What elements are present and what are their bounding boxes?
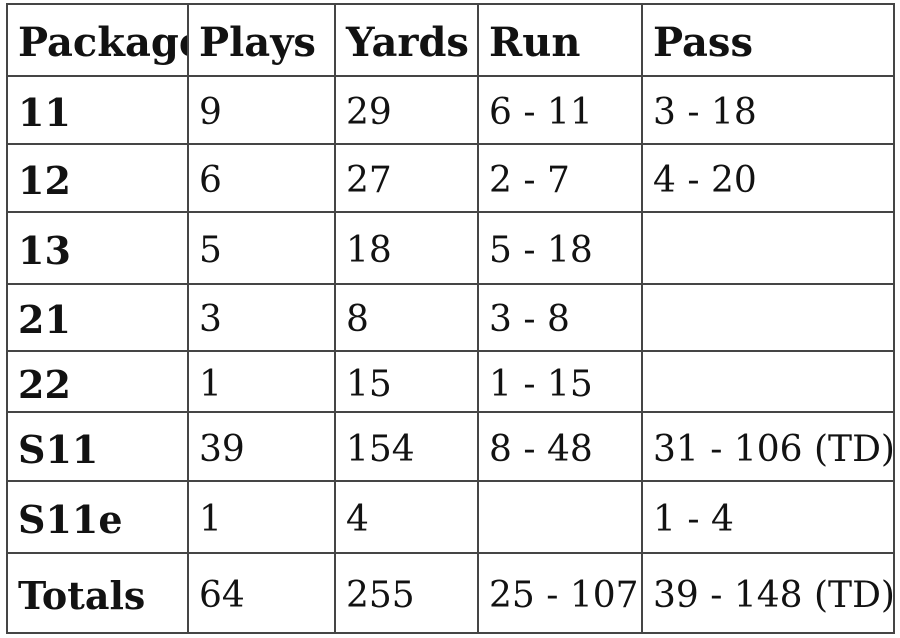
cell-plays: 39	[187, 411, 336, 483]
cell-yards: 154	[334, 411, 479, 483]
cell-pass	[641, 282, 895, 352]
cell-run: 2 - 7	[477, 143, 643, 214]
table-row-s11e: S11e 1 4 1 - 4	[6, 480, 895, 554]
column-header-pass: Pass	[641, 3, 895, 77]
cell-pass: 31 - 106 (TD)	[641, 411, 895, 483]
table-row-21: 21 3 8 3 - 8	[6, 282, 895, 352]
cell-package: S11e	[6, 480, 189, 554]
cell-plays: 9	[187, 74, 336, 146]
cell-pass: 3 - 18	[641, 74, 895, 146]
cell-plays: 3	[187, 282, 336, 352]
table-row-11: 11 9 29 6 - 11 3 - 18	[6, 74, 895, 146]
table-row-22: 22 1 15 1 - 15	[6, 349, 895, 414]
cell-yards: 15	[334, 349, 479, 414]
package-stats-table: Package Plays Yards Run Pass 11 9 29 6 -…	[6, 3, 895, 635]
cell-package: 12	[6, 143, 189, 214]
cell-package: S11	[6, 411, 189, 483]
column-header-yards: Yards	[334, 3, 479, 77]
column-header-package: Package	[6, 3, 189, 77]
cell-package: Totals	[6, 551, 189, 635]
cell-plays: 5	[187, 211, 336, 285]
cell-plays: 64	[187, 551, 336, 635]
cell-pass: 4 - 20	[641, 143, 895, 214]
cell-yards: 255	[334, 551, 479, 635]
cell-package: 22	[6, 349, 189, 414]
cell-run: 6 - 11	[477, 74, 643, 146]
cell-yards: 18	[334, 211, 479, 285]
table-row-s11: S11 39 154 8 - 48 31 - 106 (TD)	[6, 411, 895, 483]
cell-pass	[641, 211, 895, 285]
cell-pass	[641, 349, 895, 414]
column-header-run: Run	[477, 3, 643, 77]
column-header-plays: Plays	[187, 3, 336, 77]
cell-yards: 8	[334, 282, 479, 352]
cell-run: 25 - 107	[477, 551, 643, 635]
cell-plays: 6	[187, 143, 336, 214]
cell-run: 1 - 15	[477, 349, 643, 414]
cell-run: 5 - 18	[477, 211, 643, 285]
cell-package: 13	[6, 211, 189, 285]
cell-pass: 39 - 148 (TD)	[641, 551, 895, 635]
cell-pass: 1 - 4	[641, 480, 895, 554]
cell-run	[477, 480, 643, 554]
cell-run: 3 - 8	[477, 282, 643, 352]
cell-yards: 29	[334, 74, 479, 146]
table-row-totals: Totals 64 255 25 - 107 39 - 148 (TD)	[6, 551, 895, 635]
cell-yards: 4	[334, 480, 479, 554]
cell-package: 11	[6, 74, 189, 146]
cell-package: 21	[6, 282, 189, 352]
cell-run: 8 - 48	[477, 411, 643, 483]
header-row: Package Plays Yards Run Pass	[6, 3, 895, 77]
cell-yards: 27	[334, 143, 479, 214]
cell-plays: 1	[187, 349, 336, 414]
table-row-13: 13 5 18 5 - 18	[6, 211, 895, 285]
cell-plays: 1	[187, 480, 336, 554]
table-row-12: 12 6 27 2 - 7 4 - 20	[6, 143, 895, 214]
